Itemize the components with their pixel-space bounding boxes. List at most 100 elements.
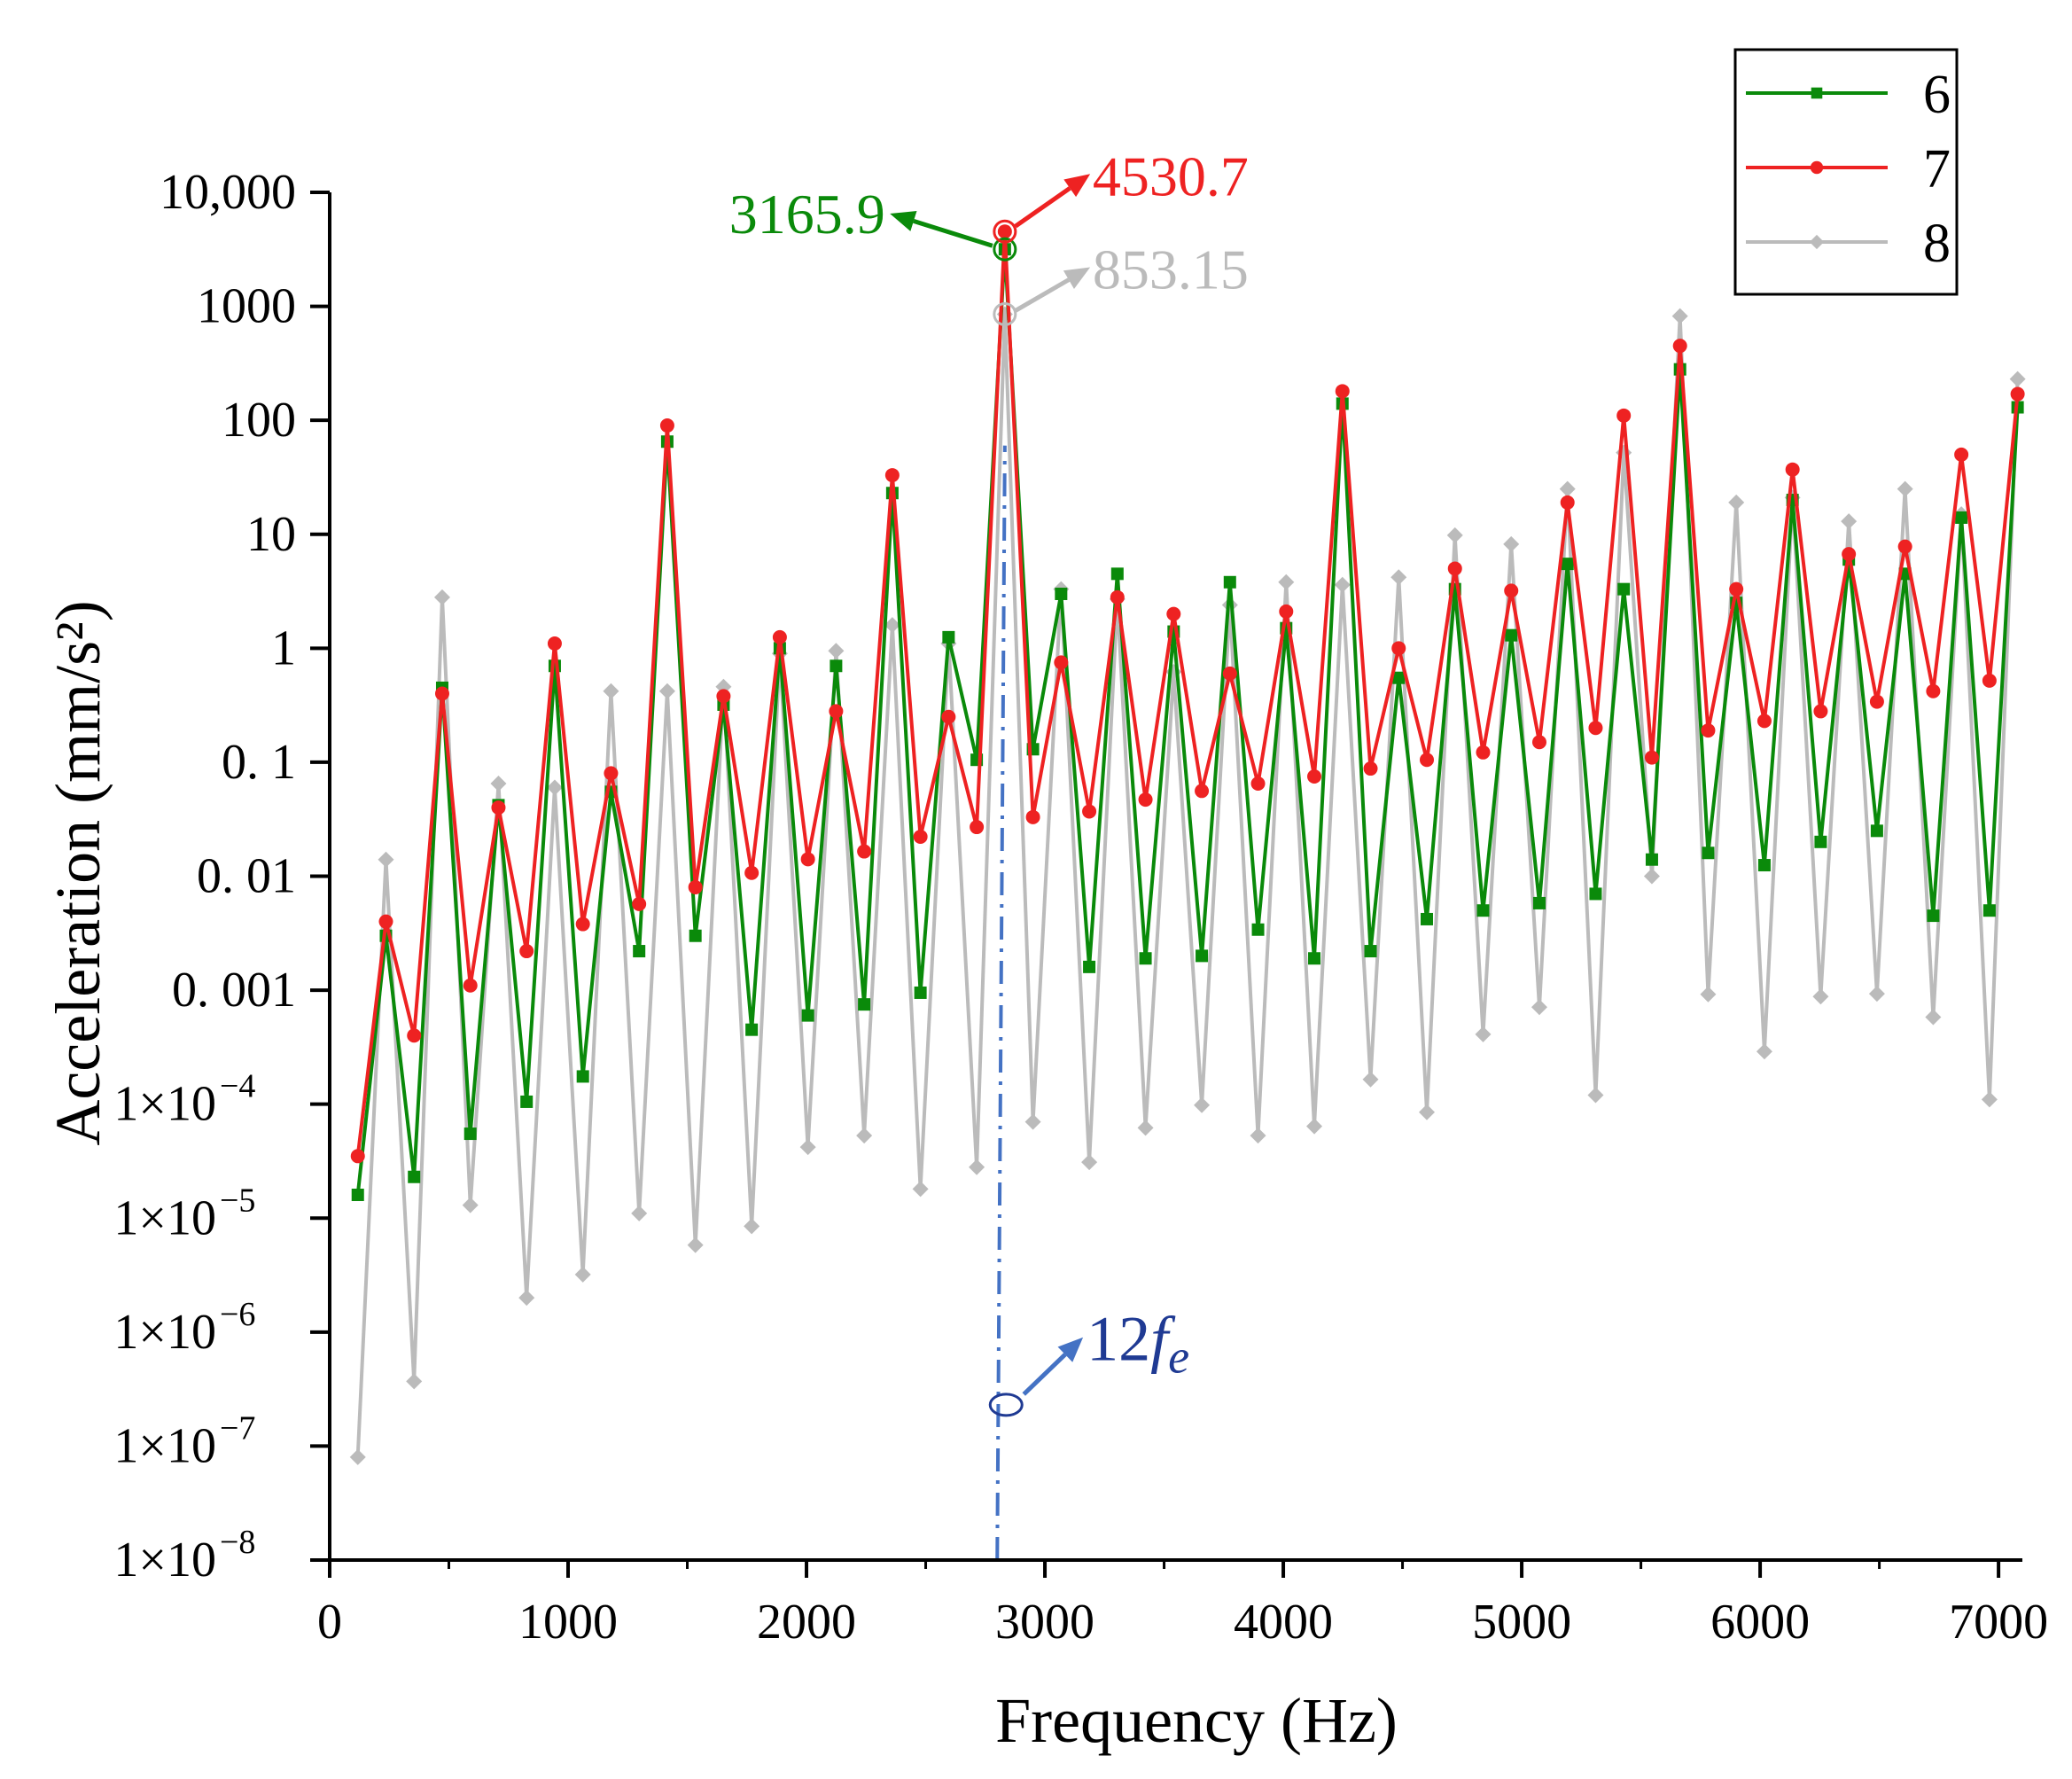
y-tick-label: 10,000	[160, 165, 296, 220]
series-6-point	[1083, 960, 1096, 973]
series-6-point	[1364, 945, 1377, 958]
series-6-point	[633, 945, 646, 958]
y-tick-label: 1000	[197, 279, 296, 334]
series-6-point	[1757, 859, 1771, 872]
series-6-point	[1055, 587, 1068, 600]
series-8-point	[631, 1205, 648, 1221]
series-7-point	[1476, 745, 1491, 760]
series-6-point	[1421, 912, 1434, 925]
x-tick-label: 0	[317, 1595, 342, 1650]
series-8-point	[1559, 480, 1576, 497]
annotation-label-6: 3165.9	[729, 183, 885, 246]
series-8-point	[856, 1127, 873, 1144]
harmonic-label: 12fe	[1087, 1304, 1189, 1384]
series-8-point	[1643, 868, 1660, 885]
series-7-point	[1813, 704, 1828, 719]
peak-marker-6	[993, 237, 1017, 261]
series-8-point	[433, 589, 450, 605]
series-7-point	[1138, 792, 1153, 808]
series-8-point	[603, 683, 619, 699]
series-6-point	[1139, 952, 1152, 965]
y-tick-label: 1×10	[113, 1418, 216, 1473]
legend-box	[1733, 48, 1959, 296]
series-6-point	[1196, 949, 1209, 963]
series-8-point	[406, 1373, 423, 1390]
peak-marker-8	[993, 301, 1017, 326]
series-8-point	[1362, 1071, 1379, 1088]
series-7-point	[1616, 408, 1632, 423]
y-axis-title: Acceleration (mm/s²)	[43, 600, 113, 1145]
series-8-point	[546, 779, 563, 796]
series-6-point	[942, 630, 955, 644]
series-7-point	[1926, 683, 1941, 698]
series-7-point	[1166, 606, 1181, 621]
series-7-point	[1363, 761, 1378, 776]
series-7-point	[1701, 723, 1716, 738]
legend-marker	[1811, 87, 1823, 99]
series-6-point	[1392, 671, 1406, 684]
series-6-point	[858, 998, 871, 1011]
series-7-point	[1729, 581, 1744, 597]
series-7-point	[1982, 673, 1997, 688]
x-tick-label: 6000	[1710, 1595, 1810, 1650]
legend-items: 6 7 8	[1746, 65, 1951, 274]
series-8-point	[687, 1237, 704, 1253]
series-8-point	[1024, 1113, 1041, 1130]
series-8-point	[1671, 308, 1688, 324]
series-6-point	[1476, 904, 1490, 917]
series-7-point	[575, 917, 590, 932]
series-7-point	[463, 978, 478, 993]
series-8-point	[1334, 576, 1351, 593]
series-6-line	[355, 247, 2020, 1196]
series-7-point	[1222, 666, 1237, 681]
y-tick-label: 1×10	[113, 1305, 216, 1360]
series-8-point	[1728, 494, 1745, 511]
series-8-point	[744, 1218, 760, 1235]
series-6-point	[745, 1023, 759, 1036]
legend-item-7: 7	[1746, 139, 1951, 199]
annotation-arrow-6	[890, 210, 993, 248]
y-tick-label: 1×10	[113, 1190, 216, 1245]
series-6-point	[1532, 896, 1546, 909]
x-axis-title: Frequency (Hz)	[995, 1685, 1398, 1756]
series-8-point	[1306, 1118, 1323, 1135]
series-7-point	[1644, 750, 1659, 765]
legend-label: 6	[1923, 65, 1951, 125]
series-7-point	[1110, 589, 1125, 605]
y-tick-label: 0. 001	[172, 963, 296, 1018]
series-6-point	[1223, 575, 1236, 589]
series-7-point	[857, 844, 872, 859]
y-tick-label: 1×10	[113, 1077, 216, 1132]
series-7-point	[1250, 776, 1266, 791]
series-7-point	[941, 709, 956, 724]
series-7-point	[688, 879, 703, 894]
series-7-point	[547, 636, 562, 652]
series-7-point	[829, 704, 844, 719]
series-7-point	[1195, 784, 1210, 799]
annotation-label-7: 4530.7	[1093, 144, 1249, 207]
series-8-point	[378, 851, 394, 868]
series-8-point	[490, 775, 507, 792]
series-8-point	[912, 1181, 929, 1198]
series-7-point	[1672, 339, 1687, 354]
series-7-point	[1785, 462, 1800, 477]
series-7-point	[1420, 753, 1435, 768]
y-tick-label: 0. 1	[222, 735, 296, 790]
series-7	[350, 224, 2025, 1164]
series-8-point	[884, 617, 900, 634]
series-7-point	[1842, 547, 1857, 562]
series-6-point	[1982, 904, 1996, 917]
series-6-point	[689, 929, 702, 942]
y-tick-exponent: −5	[220, 1182, 255, 1219]
legend-label: 8	[1923, 214, 1951, 274]
series-8-point	[1503, 535, 1520, 552]
harmonic-marker	[988, 1393, 1024, 1417]
series-7-point	[1025, 809, 1040, 824]
series-7-point	[1757, 714, 1772, 729]
series-8-point	[799, 1139, 816, 1156]
series-7-point	[434, 686, 449, 701]
peak-marker-7	[993, 219, 1017, 244]
series-6-point	[1927, 909, 1940, 923]
series-8-point	[1700, 986, 1717, 1003]
